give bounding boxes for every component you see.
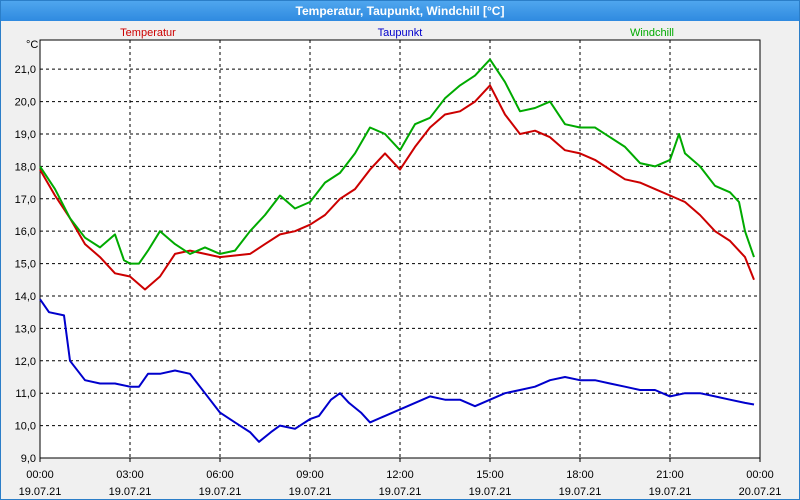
x-tick-time: 09:00 [296,469,324,481]
legend-temperatur: Temperatur [120,27,176,39]
x-tick-time: 03:00 [116,469,144,481]
y-tick-label: 18,0 [15,161,36,173]
x-tick-time: 12:00 [386,469,414,481]
series-line-windchill [39,58,755,265]
grid [40,40,760,458]
series-line-temperatur [39,84,755,291]
y-tick-label: 19,0 [15,129,36,141]
y-tick-label: 9,0 [21,453,36,465]
y-tick-label: 13,0 [15,323,36,335]
x-tick-time: 15:00 [476,469,504,481]
x-tick-date: 19.07.21 [469,486,512,498]
x-tick-date: 19.07.21 [109,486,152,498]
x-tick-date: 19.07.21 [199,486,242,498]
x-tick-date: 19.07.21 [289,486,332,498]
y-tick-label: 10,0 [15,421,36,433]
window-title: Temperatur, Taupunkt, Windchill [°C] [1,1,799,21]
x-tick-time: 06:00 [206,469,234,481]
x-tick-time: 21:00 [656,469,684,481]
y-tick-label: 17,0 [15,194,36,206]
x-tick-time: 00:00 [746,469,774,481]
x-tick-date: 19.07.21 [19,486,62,498]
y-tick-label: 20,0 [15,97,36,109]
y-tick-label: 15,0 [15,259,36,271]
y-tick-label: 16,0 [15,226,36,238]
legend: Temperatur Taupunkt Windchill [120,27,674,39]
x-tick-date: 20.07.21 [739,486,782,498]
y-axis-ticks: 9,0 10,0 11,0 12,0 13,0 14,0 15,0 16,0 17,0 18,0 1… [15,64,36,465]
y-tick-label: 14,0 [15,291,36,303]
y-tick-label: 12,0 [15,356,36,368]
series-line-taupunkt [39,298,755,443]
y-axis-unit: °C [26,39,38,51]
x-tick-time: 00:00 [26,469,54,481]
series-lines [39,58,755,443]
y-tick-label: 21,0 [15,64,36,76]
x-tick-time: 18:00 [566,469,594,481]
legend-taupunkt: Taupunkt [378,27,423,39]
x-axis-ticks: 00:00 19.07.21 03:00 19.07.21 06:00 19.07.21 0… [19,458,782,498]
x-tick-date: 19.07.21 [379,486,422,498]
legend-windchill: Windchill [630,27,674,39]
y-tick-label: 11,0 [15,388,36,400]
x-tick-date: 19.07.21 [649,486,692,498]
x-tick-date: 19.07.21 [559,486,602,498]
